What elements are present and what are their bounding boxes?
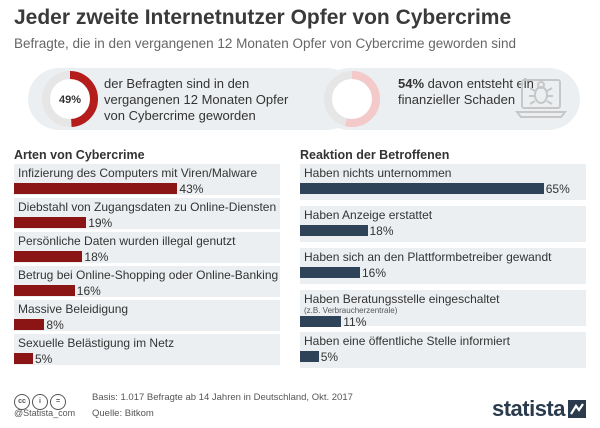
left-section-title: Arten von Cybercrime: [14, 148, 145, 162]
category-label: Haben Anzeige erstattet: [304, 208, 433, 222]
category-label: Massive Beleidigung: [18, 302, 129, 316]
bar: [14, 217, 87, 228]
category-label: Haben eine öffentliche Stelle informiert: [304, 334, 510, 348]
footer: cc i = @Statista_com Basis: 1.017 Befragte…: [0, 386, 600, 428]
bar-value-label: 65%: [545, 182, 570, 196]
category-label: Haben Beratungsstelle eingeschaltet: [304, 292, 500, 306]
bar-value-label: 11%: [343, 315, 367, 329]
donut-chart-1: 49%: [42, 71, 98, 127]
statista-handle: @Statista_com: [14, 408, 76, 418]
donut-chart-2: [324, 71, 380, 127]
summary-panel: 49% der Befragten sind in den vergangene…: [0, 60, 600, 140]
row-background: [300, 332, 586, 368]
bar-value-label: 18%: [369, 224, 394, 238]
stat-1-text: der Befragten sind in den vergangenen 12…: [104, 76, 289, 123]
bar: [14, 183, 178, 194]
equals-icon: =: [50, 394, 66, 410]
bar: [14, 319, 45, 330]
bar: [300, 183, 544, 194]
bar: [300, 316, 342, 327]
category-label: Sexuelle Belästigung im Netz: [18, 336, 175, 350]
category-label: Diebstahl von Zugangsdaten zu Online-Die…: [18, 200, 277, 214]
bar-value-label: 16%: [76, 284, 101, 298]
category-label: Haben nichts unternommen: [304, 166, 452, 180]
bar-value-label: 19%: [88, 216, 113, 230]
stat-2-label: davon entsteht ein finanzieller Schaden: [398, 76, 534, 107]
category-sublabel: (z.B. Verbraucherzentrale): [304, 306, 398, 315]
statista-wordmark: statista: [491, 396, 566, 421]
category-label: Betrug bei Online-Shopping oder Online-B…: [18, 268, 279, 282]
bar: [300, 225, 368, 236]
row-background: [300, 206, 586, 242]
footer-basis: Basis: 1.017 Befragte ab 14 Jahren in De…: [92, 392, 353, 403]
bar-value-label: 43%: [179, 182, 204, 196]
bar: [14, 251, 83, 262]
row-background: [14, 334, 280, 365]
bar-value-label: 8%: [46, 318, 64, 332]
row-background: [14, 300, 280, 331]
bar: [300, 267, 360, 278]
bar-value-label: 16%: [362, 266, 387, 280]
right-section-title: Reaktion der Betroffenen: [300, 148, 450, 162]
bar-value-label: 18%: [84, 250, 109, 264]
statista-logo: statista: [492, 396, 586, 422]
donut-1-label: 49%: [59, 94, 81, 106]
bar-value-label: 5%: [35, 352, 53, 366]
category-label: Infizierung des Computers mit Viren/Malw…: [18, 166, 258, 180]
laptop-virus-icon: [514, 79, 568, 118]
row-background: [300, 290, 586, 326]
bar: [300, 351, 319, 362]
bar-value-label: 5%: [320, 350, 339, 364]
footer-source: Quelle: Bitkom: [92, 408, 154, 419]
stat-2-value: 54%: [398, 76, 425, 91]
row-background: [300, 164, 586, 200]
row-background: [300, 248, 586, 284]
bar: [14, 353, 33, 364]
page-title: Jeder zweite Internetnutzer Opfer von Cy…: [14, 6, 512, 29]
license-icons: cc i =: [14, 390, 68, 410]
bar: [14, 285, 75, 296]
statista-mark-icon: [568, 400, 586, 418]
page-subtitle: Befragte, die in den vergangenen 12 Mona…: [14, 36, 517, 51]
cc-icon: cc: [14, 394, 30, 410]
stat-2-text: 54% davon entsteht ein finanzieller Scha…: [398, 76, 538, 108]
category-label: Haben sich an den Plattformbetreiber gew…: [304, 250, 552, 264]
person-icon: i: [32, 394, 48, 410]
category-label: Persönliche Daten wurden illegal genutzt: [18, 234, 236, 248]
